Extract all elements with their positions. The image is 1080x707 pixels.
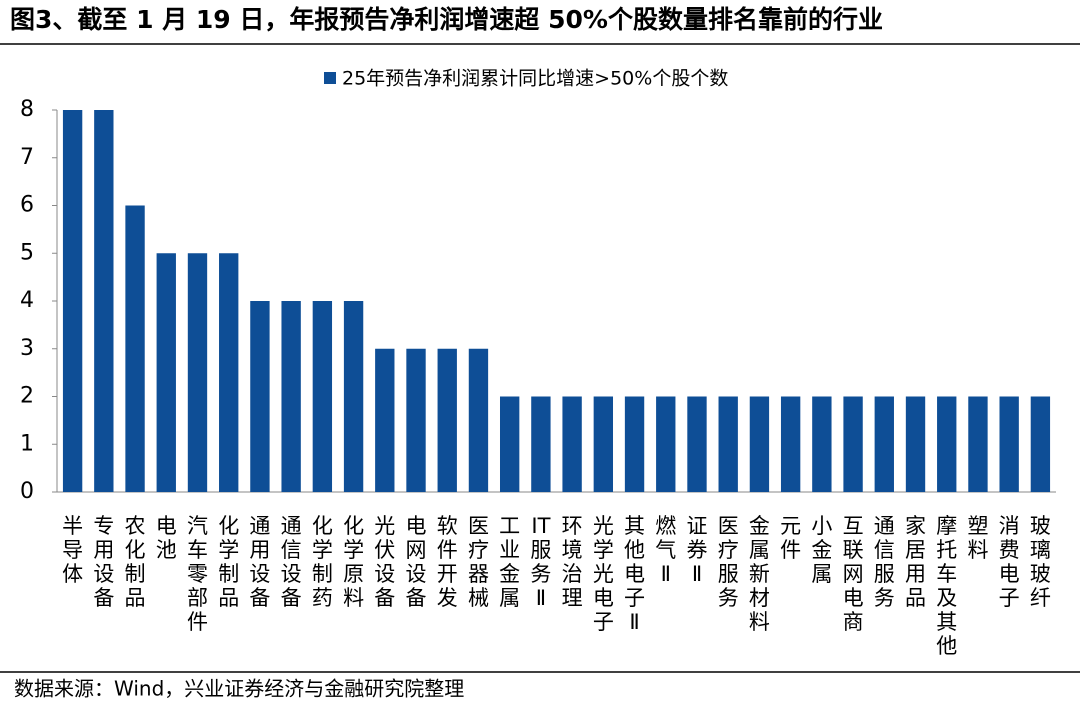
x-tick-label: 汽车零部件 xyxy=(187,514,208,634)
bar xyxy=(250,301,270,492)
x-tick-label: 农化制品 xyxy=(125,514,146,610)
y-tick-label: 1 xyxy=(20,431,34,456)
bar xyxy=(156,253,176,492)
bar xyxy=(937,396,957,492)
chart-title: 图3、截至 1 月 19 日，年报预告净利润增速超 50%个股数量排名靠前的行业 xyxy=(10,5,883,34)
legend-label: 25年预告净利润累计同比增速>50%个股个数 xyxy=(342,68,728,90)
bar xyxy=(406,348,426,492)
bar xyxy=(125,205,145,492)
bar xyxy=(999,396,1019,492)
bar xyxy=(499,396,520,492)
x-tick-label: 互联网电商 xyxy=(843,514,864,634)
x-tick-label: 医疗服务 xyxy=(718,514,739,610)
x-tick-label: 玻璃玻纤 xyxy=(1030,514,1051,610)
x-tick-label: 金属新材料 xyxy=(749,514,770,634)
bar xyxy=(62,110,83,492)
bar xyxy=(843,396,863,492)
bar xyxy=(1030,396,1051,492)
x-tick-label: 半导体 xyxy=(62,514,83,586)
x-tick-label: 光学光电子 xyxy=(593,514,614,634)
y-tick-label: 7 xyxy=(20,145,34,170)
x-tick-label: 化学制品 xyxy=(218,514,239,610)
x-tick-label: 软件开发 xyxy=(437,514,458,610)
x-tick-label: 其他电子 Ⅱ xyxy=(624,514,645,634)
x-tick-label: 通用设备 xyxy=(249,514,270,610)
y-tick-label: 4 xyxy=(20,288,34,313)
x-tick-label: 家居用品 xyxy=(905,514,926,610)
bar xyxy=(593,396,614,492)
y-tick-label: 8 xyxy=(20,97,34,122)
bar xyxy=(343,301,364,492)
bar xyxy=(187,253,208,492)
bar xyxy=(562,396,582,492)
x-tick-label: 消费电子 xyxy=(999,514,1020,610)
bar xyxy=(531,396,551,492)
bar xyxy=(468,348,489,492)
x-tick-label: IT 服务 Ⅱ xyxy=(530,514,551,610)
bar xyxy=(905,396,926,492)
x-tick-label: 元件 xyxy=(780,514,801,562)
y-tick-label: 2 xyxy=(20,384,34,409)
bar xyxy=(780,396,801,492)
bar xyxy=(718,396,738,492)
x-tick-label: 燃气 Ⅱ xyxy=(655,514,676,586)
bar xyxy=(375,348,395,492)
bar xyxy=(624,396,645,492)
x-tick-label: 化学原料 xyxy=(343,514,364,610)
bar xyxy=(219,253,239,492)
bar xyxy=(94,110,114,492)
bar xyxy=(312,301,333,492)
x-tick-label: 化学制药 xyxy=(312,514,333,610)
bar xyxy=(656,396,676,492)
x-tick-label: 环境治理 xyxy=(562,514,583,610)
x-tick-label: 电池 xyxy=(156,514,177,562)
bar xyxy=(281,301,301,492)
bar xyxy=(687,396,707,492)
bar xyxy=(968,396,988,492)
y-tick-label: 3 xyxy=(20,336,34,361)
bar xyxy=(812,396,832,492)
x-tick-label: 医疗器械 xyxy=(468,514,489,610)
x-tick-label: 工业金属 xyxy=(499,514,520,610)
bar xyxy=(749,396,770,492)
x-tick-label: 塑料 xyxy=(967,514,988,562)
bar xyxy=(874,396,894,492)
y-tick-label: 5 xyxy=(20,240,34,265)
x-tick-label: 电网设备 xyxy=(406,514,427,610)
x-tick-label: 光伏设备 xyxy=(374,514,395,610)
x-tick-label: 摩托车及其他 xyxy=(936,514,957,658)
bar xyxy=(437,348,457,492)
x-tick-label: 小金属 xyxy=(811,514,832,586)
x-tick-label: 通信服务 xyxy=(874,514,895,610)
y-tick-label: 0 xyxy=(20,479,34,504)
source-note: 数据来源：Wind，兴业证券经济与金融研究院整理 xyxy=(14,677,464,701)
x-tick-label: 证券 Ⅱ xyxy=(686,514,707,586)
y-tick-label: 6 xyxy=(20,193,34,218)
legend-swatch xyxy=(324,72,336,84)
x-tick-label: 专用设备 xyxy=(93,514,114,610)
x-tick-label: 通信设备 xyxy=(281,514,302,610)
